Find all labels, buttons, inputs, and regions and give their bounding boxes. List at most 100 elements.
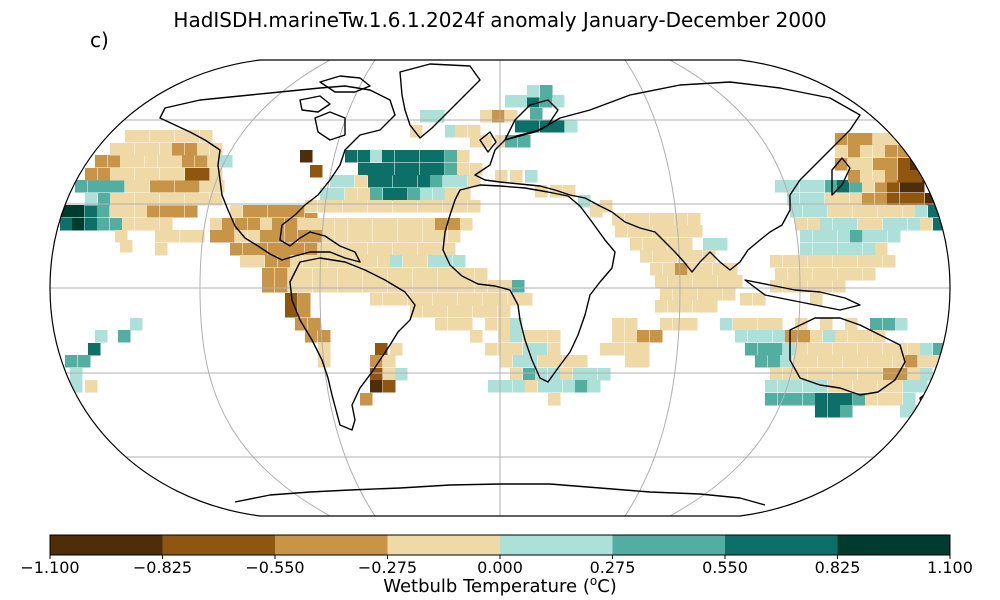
- anomaly-cell: [160, 218, 173, 231]
- colorbar-tick-label: −0.275: [357, 558, 418, 577]
- anomaly-cell: [470, 330, 483, 343]
- anomaly-cell: [873, 158, 886, 171]
- anomaly-cell: [200, 180, 213, 193]
- anomaly-cell: [563, 380, 576, 393]
- anomaly-cell: [612, 343, 625, 356]
- anomaly-cell: [812, 193, 825, 206]
- anomaly-cell: [160, 143, 173, 156]
- anomaly-cell: [298, 293, 311, 306]
- anomaly-cell: [170, 155, 183, 168]
- anomaly-cell: [383, 293, 396, 306]
- anomaly-cell: [655, 300, 668, 313]
- anomaly-cell: [458, 188, 471, 201]
- anomaly-cell: [870, 218, 883, 231]
- anomaly-cell: [355, 200, 368, 213]
- anomaly-cell: [358, 163, 371, 176]
- anomaly-cell: [908, 368, 921, 381]
- anomaly-cell: [510, 368, 523, 381]
- anomaly-cell: [868, 355, 881, 368]
- gridline-lon-120e: [669, 60, 801, 516]
- anomaly-cell: [770, 318, 783, 331]
- anomaly-cell: [510, 170, 523, 183]
- anomaly-cell: [115, 230, 128, 243]
- anomaly-cell: [890, 393, 903, 406]
- anomaly-cell: [808, 218, 821, 231]
- anomaly-cell: [612, 213, 625, 226]
- anomaly-cell: [393, 243, 406, 256]
- anomaly-cell: [338, 280, 351, 293]
- anomaly-cell: [420, 163, 433, 176]
- anomaly-cell: [890, 380, 903, 393]
- anomaly-cell: [423, 218, 436, 231]
- anomaly-cell: [795, 343, 808, 356]
- anomaly-cell: [430, 243, 443, 256]
- anomaly-cell: [185, 168, 198, 181]
- anomaly-cell: [768, 355, 781, 368]
- anomaly-cell: [413, 268, 426, 281]
- anomaly-cell: [760, 330, 773, 343]
- anomaly-cell: [240, 255, 253, 268]
- anomaly-cell: [395, 188, 408, 201]
- anomaly-cell: [833, 343, 846, 356]
- anomaly-cell: [150, 130, 163, 143]
- anomaly-cell: [330, 200, 343, 213]
- coast-australia: [789, 317, 906, 396]
- anomaly-cell: [435, 218, 448, 231]
- anomaly-cell: [813, 268, 826, 281]
- anomaly-cell: [803, 205, 816, 218]
- anomaly-cell: [690, 225, 703, 238]
- anomaly-cell: [88, 180, 101, 193]
- anomaly-cell: [912, 193, 925, 206]
- anomaly-cell: [835, 330, 848, 343]
- anomaly-cell: [172, 205, 185, 218]
- anomaly-cell: [180, 230, 193, 243]
- anomaly-cell: [468, 200, 481, 213]
- coast-north-america: [159, 85, 396, 263]
- anomaly-cell: [550, 380, 563, 393]
- anomaly-cell: [398, 218, 411, 231]
- anomaly-cell: [147, 168, 160, 181]
- anomaly-cell: [828, 393, 841, 406]
- anomaly-cell: [715, 238, 728, 251]
- anomaly-cell: [425, 280, 438, 293]
- anomaly-cell: [828, 405, 841, 418]
- colorbar-tick-label: −1.100: [20, 558, 80, 577]
- anomaly-cell: [713, 263, 726, 276]
- anomaly-cell: [350, 280, 363, 293]
- anomaly-cell: [460, 218, 473, 231]
- anomaly-cell: [468, 175, 481, 188]
- anomaly-cell: [808, 255, 821, 268]
- anomaly-cell: [845, 343, 858, 356]
- anomaly-cell: [122, 143, 135, 156]
- anomaly-cell: [430, 200, 443, 213]
- anomaly-cell: [332, 188, 345, 201]
- anomaly-cell: [85, 168, 98, 181]
- anomaly-cell: [535, 368, 548, 381]
- anomaly-cell: [890, 205, 903, 218]
- anomaly-cell: [375, 280, 388, 293]
- anomaly-cell: [325, 268, 338, 281]
- gridline-lon-60e: [624, 60, 681, 516]
- anomaly-cell: [135, 168, 148, 181]
- anomaly-cell: [98, 168, 111, 181]
- anomaly-cell: [147, 193, 160, 206]
- anomaly-cell: [733, 318, 746, 331]
- coast-antarctica: [234, 483, 766, 506]
- anomaly-cell: [895, 318, 908, 331]
- anomaly-cell: [903, 380, 916, 393]
- anomaly-cell: [433, 293, 446, 306]
- anomaly-cell: [523, 343, 536, 356]
- anomaly-cell: [650, 330, 663, 343]
- anomaly-cell: [523, 368, 536, 381]
- anomaly-cell: [723, 288, 736, 301]
- anomaly-cell: [625, 355, 638, 368]
- anomaly-cell: [873, 133, 886, 146]
- anomaly-cell: [840, 393, 853, 406]
- anomaly-cell: [853, 380, 866, 393]
- anomaly-cell: [498, 343, 511, 356]
- anomaly-cell: [843, 355, 856, 368]
- anomaly-cell: [525, 170, 538, 183]
- anomaly-cell: [688, 213, 701, 226]
- anomaly-cell: [435, 305, 448, 318]
- anomaly-cell: [252, 255, 265, 268]
